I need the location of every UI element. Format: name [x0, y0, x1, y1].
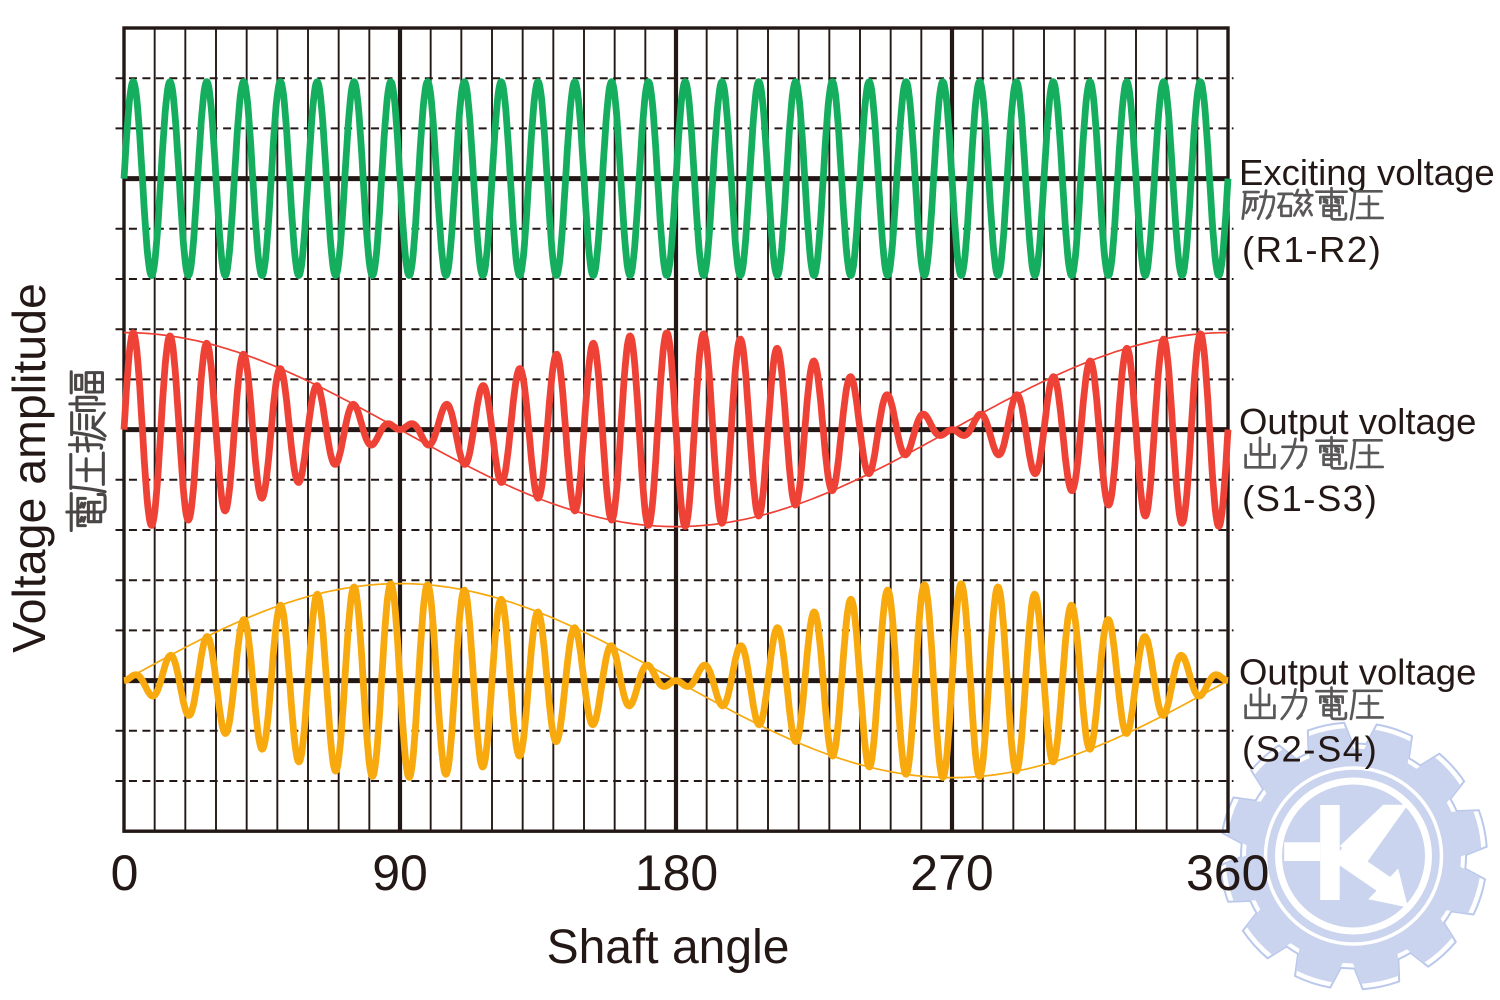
svg-text:Output voltage: Output voltage: [1239, 652, 1476, 693]
svg-text:90: 90: [372, 845, 428, 901]
svg-text:Exciting voltage: Exciting voltage: [1239, 152, 1495, 193]
svg-text:(R1-R2): (R1-R2): [1242, 229, 1382, 270]
svg-text:180: 180: [635, 845, 718, 901]
svg-text:Output voltage: Output voltage: [1239, 401, 1476, 442]
svg-text:(S2-S4): (S2-S4): [1242, 729, 1378, 770]
svg-text:270: 270: [910, 845, 993, 901]
svg-text:360: 360: [1186, 845, 1269, 901]
svg-text:(S1-S3): (S1-S3): [1242, 478, 1378, 519]
svg-text:Voltage amplitude: Voltage amplitude: [3, 283, 55, 653]
svg-text:0: 0: [111, 845, 139, 901]
svg-text:Shaft angle: Shaft angle: [547, 921, 790, 974]
